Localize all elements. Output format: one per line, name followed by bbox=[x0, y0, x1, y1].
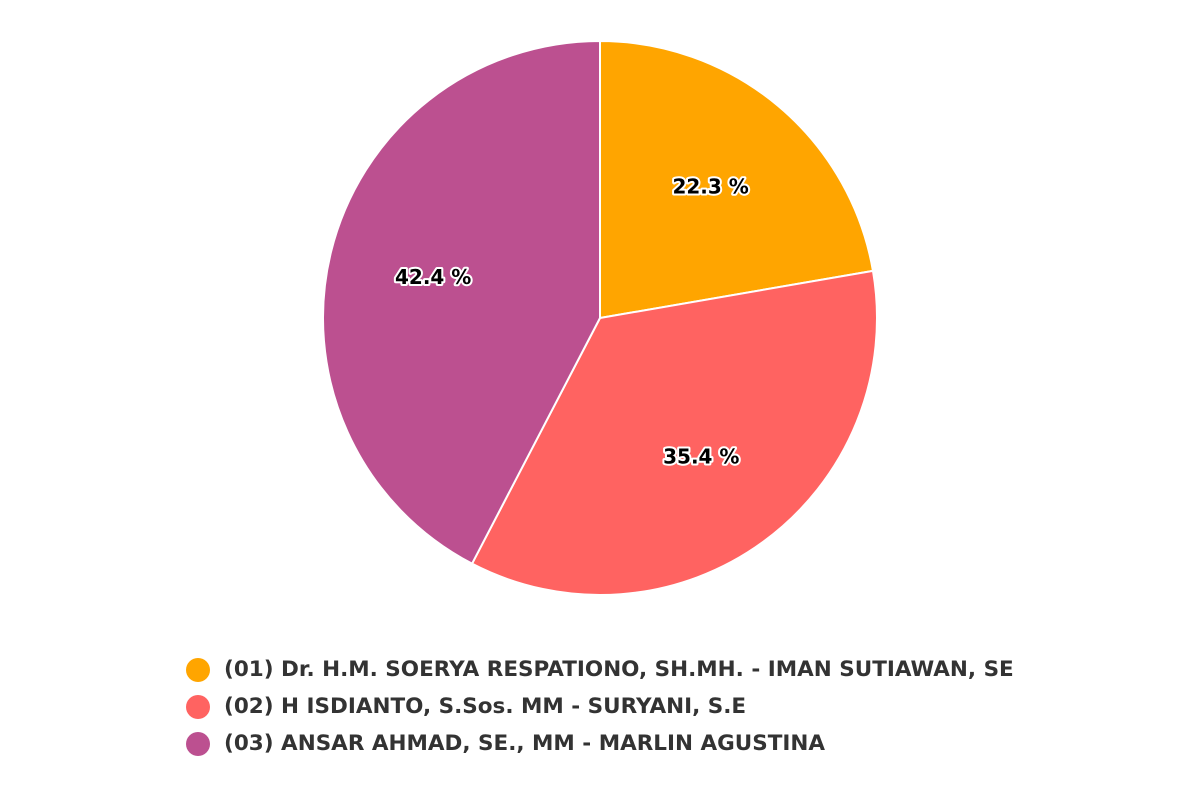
pie-slices bbox=[322, 40, 878, 596]
data-label-03: 42.4 % bbox=[395, 265, 471, 289]
legend-label-01: (01) Dr. H.M. SOERYA RESPATIONO, SH.MH. … bbox=[224, 657, 1014, 682]
pie-slice-02[interactable] bbox=[471, 269, 878, 596]
legend-item-02[interactable]: (02) H ISDIANTO, S.Sos. MM - SURYANI, S.… bbox=[186, 688, 1014, 725]
pie-slice-03[interactable] bbox=[322, 40, 601, 565]
data-label-01: 22.3 % bbox=[672, 175, 748, 199]
legend-marker-03 bbox=[186, 731, 210, 756]
data-label-02: 35.4 % bbox=[663, 445, 739, 469]
legend-marker-01 bbox=[186, 657, 210, 682]
chart-legend: (01) Dr. H.M. SOERYA RESPATIONO, SH.MH. … bbox=[186, 651, 1014, 762]
legend-item-01[interactable]: (01) Dr. H.M. SOERYA RESPATIONO, SH.MH. … bbox=[186, 651, 1014, 688]
legend-marker-02 bbox=[186, 694, 210, 719]
legend-item-03[interactable]: (03) ANSAR AHMAD, SE., MM - MARLIN AGUST… bbox=[186, 725, 1014, 762]
legend-label-02: (02) H ISDIANTO, S.Sos. MM - SURYANI, S.… bbox=[224, 694, 747, 719]
pie-slice-01[interactable] bbox=[599, 40, 874, 319]
legend-label-03: (03) ANSAR AHMAD, SE., MM - MARLIN AGUST… bbox=[224, 731, 825, 756]
pie-data-labels: 22.3 % 35.4 % 42.4 % bbox=[393, 173, 751, 471]
